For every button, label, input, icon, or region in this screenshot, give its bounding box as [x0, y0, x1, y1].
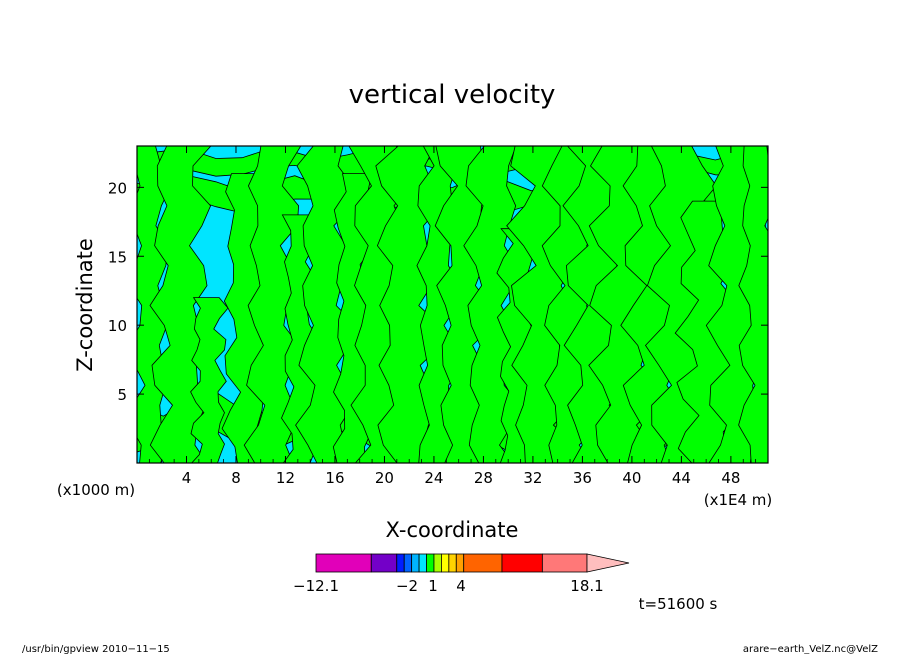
colorbar [315, 553, 630, 573]
colorbar-arrow [586, 553, 630, 573]
x-tick-label: 4 [182, 469, 192, 487]
y-tick-label: 15 [108, 248, 127, 266]
colorbar-swatch [396, 553, 405, 573]
x-tick-label: 44 [672, 469, 691, 487]
colorbar-swatch [426, 553, 435, 573]
x-unit-left: (x1000 m) [57, 481, 135, 499]
y-tick-label: 5 [117, 386, 127, 404]
colorbar-label-1: 1 [428, 577, 438, 595]
x-tick-label: 36 [573, 469, 592, 487]
x-tick-label: 40 [622, 469, 641, 487]
x-tick-label: 8 [231, 469, 241, 487]
positive-plume [149, 146, 212, 463]
x-tick-label: 32 [523, 469, 542, 487]
positive-plume [190, 297, 229, 463]
colorbar-swatch [403, 553, 413, 573]
x-tick-label: 28 [474, 469, 493, 487]
colorbar-swatch [418, 553, 427, 573]
x-tick-label: 24 [424, 469, 443, 487]
colorbar-swatch [463, 553, 503, 573]
colorbar-swatch [411, 553, 420, 573]
colorbar-swatch [370, 553, 398, 573]
colorbar-label-max: 18.1 [570, 577, 603, 595]
time-label: t=51600 s [639, 595, 718, 613]
x-tick-label: 20 [375, 469, 394, 487]
colorbar-swatch [541, 553, 588, 573]
y-axis-label: Z-coordinate [73, 238, 97, 372]
colorbar-label-min: −12.1 [293, 577, 339, 595]
x-axis-label: X-coordinate [386, 518, 519, 542]
colorbar-swatch [455, 553, 465, 573]
colorbar-swatch [448, 553, 457, 573]
colorbar-swatch [433, 553, 442, 573]
x-tick-label: 12 [276, 469, 295, 487]
footer-left: /usr/bin/gpview 2010−11−15 [22, 644, 170, 654]
positive-plume [738, 146, 768, 463]
velocity-field [137, 146, 768, 463]
colorbar-label-neg2: −2 [396, 577, 418, 595]
y-tick-label: 20 [108, 179, 127, 197]
chart-title: vertical velocity [349, 80, 556, 110]
colorbar-swatch [441, 553, 450, 573]
colorbar-swatch [501, 553, 543, 573]
colorbar-label-4: 4 [456, 577, 466, 595]
x-tick-label: 48 [721, 469, 740, 487]
x-unit-right: (x1E4 m) [704, 491, 773, 509]
x-tick-label: 16 [325, 469, 344, 487]
footer-right: arare−earth_VelZ.nc@VelZ [743, 644, 878, 654]
y-tick-label: 10 [108, 317, 127, 335]
colorbar-swatch [315, 553, 372, 573]
plot-frame [136, 145, 769, 464]
